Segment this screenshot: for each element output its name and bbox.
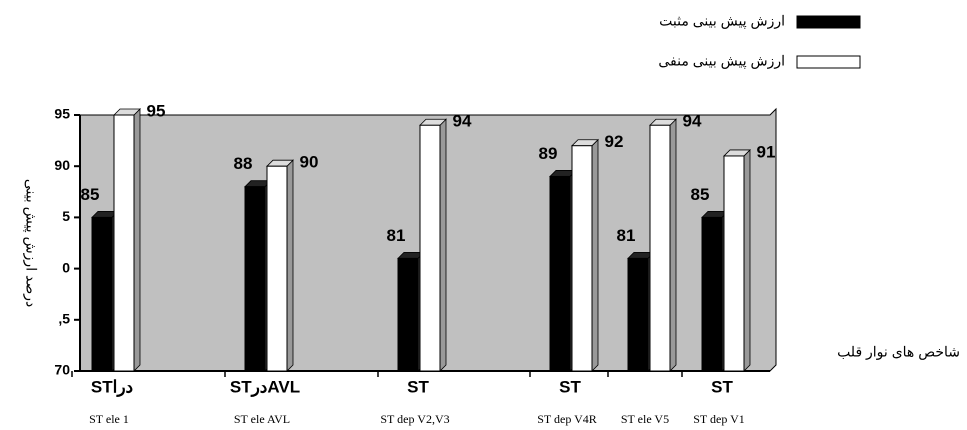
bar-face bbox=[419, 124, 441, 372]
bar-face bbox=[701, 216, 723, 372]
y-tick-label: 70 bbox=[54, 362, 70, 378]
value-label: 94 bbox=[683, 112, 702, 131]
bar-face bbox=[397, 257, 419, 372]
value-label: 89 bbox=[539, 144, 558, 163]
bar-face bbox=[627, 257, 649, 372]
x-sublabel: ST ele V5 bbox=[621, 412, 669, 426]
y-axis-title: درصد ارزش پیش بینی bbox=[22, 179, 39, 307]
value-label: 88 bbox=[234, 154, 253, 173]
legend-swatch bbox=[796, 15, 861, 29]
bar-face bbox=[91, 216, 113, 372]
x-tick-label: ST bbox=[559, 377, 581, 396]
bar-face bbox=[571, 145, 593, 372]
bar-face bbox=[244, 186, 266, 372]
bar bbox=[419, 118, 447, 372]
bar-face bbox=[133, 108, 141, 372]
x-tick-label: ST bbox=[711, 377, 733, 396]
y-tick-label: ,5 bbox=[58, 311, 70, 327]
value-label: 92 bbox=[605, 132, 624, 151]
x-tick-label: ST bbox=[407, 377, 429, 396]
bar-face bbox=[743, 148, 751, 372]
bar bbox=[113, 108, 141, 372]
y-tick-label: 5 bbox=[62, 208, 70, 224]
x-sublabel: ST dep V1 bbox=[693, 412, 745, 426]
bar-face bbox=[549, 175, 571, 372]
legend-swatch bbox=[796, 55, 861, 69]
value-label: 91 bbox=[757, 142, 776, 161]
bar-face bbox=[439, 118, 447, 372]
value-label: 85 bbox=[81, 185, 100, 204]
legend-label: ارزش پیش بینی منفی bbox=[658, 53, 785, 70]
x-tick-label: STدرا bbox=[91, 377, 133, 397]
x-tick-label: STدرAVL bbox=[230, 377, 300, 397]
bar-face bbox=[723, 155, 745, 372]
y-tick-label: 90 bbox=[54, 157, 70, 173]
value-label: 94 bbox=[453, 112, 472, 131]
x-sublabel: ST ele AVL bbox=[234, 412, 290, 426]
value-label: 95 bbox=[147, 101, 166, 120]
bar-face bbox=[669, 118, 677, 372]
value-label: 81 bbox=[617, 226, 636, 245]
bar-face bbox=[286, 159, 294, 372]
x-sublabel: ST dep V4R bbox=[537, 412, 597, 426]
x-sublabel: ST dep V2,V3 bbox=[380, 412, 449, 426]
value-label: 85 bbox=[691, 185, 710, 204]
y-tick-label: 95 bbox=[54, 106, 70, 122]
y-tick-label: 0 bbox=[62, 259, 70, 275]
value-label: 81 bbox=[387, 226, 406, 245]
bar-face bbox=[266, 165, 288, 372]
value-label: 90 bbox=[300, 153, 319, 172]
bar-face bbox=[591, 138, 599, 372]
bar-face bbox=[113, 114, 135, 372]
bar bbox=[723, 148, 751, 372]
bar-face bbox=[649, 124, 671, 372]
bar bbox=[266, 159, 294, 372]
x-axis-title: شاخص های نوار قلب bbox=[837, 344, 960, 361]
x-sublabel: ST ele 1 bbox=[89, 412, 129, 426]
bar bbox=[571, 138, 599, 372]
legend-label: ارزش پیش بینی مثبت bbox=[659, 13, 785, 30]
bar bbox=[649, 118, 677, 372]
